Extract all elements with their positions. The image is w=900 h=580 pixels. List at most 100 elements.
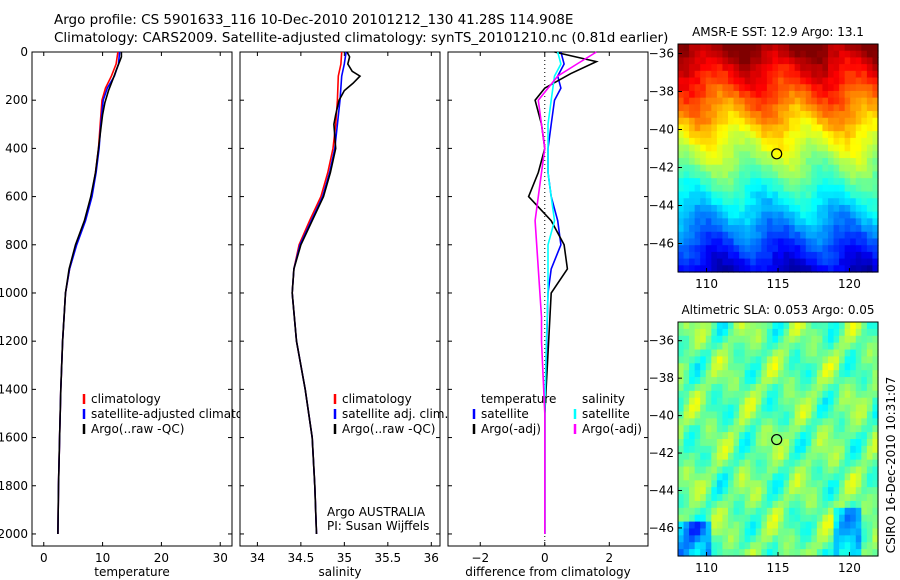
map-cell bbox=[728, 245, 735, 253]
map-cell bbox=[755, 377, 762, 385]
map-cell bbox=[816, 507, 824, 516]
map-cell bbox=[789, 164, 796, 173]
map-cell bbox=[750, 50, 757, 59]
map-cell bbox=[839, 178, 846, 186]
map-cell bbox=[866, 178, 874, 186]
map-cell bbox=[728, 144, 735, 152]
map-cell bbox=[789, 487, 796, 495]
map-cell bbox=[844, 342, 851, 351]
map-cell bbox=[794, 494, 801, 502]
map-cell bbox=[861, 90, 868, 99]
map-cell bbox=[839, 507, 846, 516]
map-cell bbox=[678, 117, 685, 126]
map-cell bbox=[811, 258, 818, 266]
map-cell bbox=[711, 528, 718, 536]
map-cell bbox=[761, 117, 768, 126]
map-cell bbox=[822, 184, 829, 193]
map-cell bbox=[733, 44, 740, 52]
map-cell bbox=[761, 131, 768, 139]
map-cell bbox=[861, 473, 868, 481]
map-cell bbox=[761, 158, 768, 166]
map-cell bbox=[800, 171, 807, 179]
map-cell bbox=[711, 459, 718, 468]
map-cell bbox=[783, 370, 790, 378]
map-cell bbox=[755, 542, 762, 550]
map-cell bbox=[705, 245, 712, 253]
map-cell bbox=[844, 104, 851, 112]
map-cell bbox=[739, 549, 746, 557]
map-cell bbox=[755, 104, 762, 112]
map-cell bbox=[722, 245, 729, 253]
map-cell bbox=[861, 342, 868, 351]
map-cell bbox=[872, 178, 879, 186]
map-cell bbox=[705, 124, 712, 132]
map-cell bbox=[789, 335, 796, 344]
map-cell bbox=[839, 151, 846, 159]
map-cell bbox=[844, 507, 851, 516]
map-cell bbox=[694, 418, 701, 426]
map-cell bbox=[866, 432, 874, 440]
map-cell bbox=[678, 44, 685, 52]
map-cell bbox=[805, 238, 812, 246]
map-cell bbox=[728, 211, 735, 219]
map-cell bbox=[705, 432, 712, 440]
map-cell bbox=[689, 328, 696, 337]
map-cell bbox=[844, 77, 851, 85]
map-cell bbox=[811, 265, 818, 273]
map-cell bbox=[844, 151, 851, 159]
map-cell bbox=[822, 124, 829, 132]
map-cell bbox=[805, 411, 812, 419]
map-cell bbox=[855, 97, 862, 105]
map-cell bbox=[728, 404, 735, 413]
title-line-2: Climatology: CARS2009. Satellite-adjuste… bbox=[54, 30, 669, 46]
map-cell bbox=[750, 445, 757, 454]
map-cell bbox=[689, 542, 696, 550]
map-cell bbox=[783, 342, 790, 351]
map-cell bbox=[728, 342, 735, 351]
map-cell bbox=[828, 178, 835, 186]
map-cell bbox=[783, 225, 790, 233]
legend-entry: Argo(..raw -QC) bbox=[342, 422, 435, 436]
map-cell bbox=[794, 231, 801, 240]
map-cell bbox=[839, 445, 846, 454]
map-cell bbox=[733, 144, 740, 152]
map-cell bbox=[822, 521, 829, 530]
map-cell bbox=[783, 44, 790, 52]
map-cell bbox=[789, 245, 796, 253]
map-cell bbox=[822, 191, 829, 199]
map-cell bbox=[700, 198, 707, 206]
x-tick-label: 35.5 bbox=[374, 551, 401, 565]
map-cell bbox=[722, 459, 729, 468]
map-cell bbox=[739, 425, 746, 433]
map-cell bbox=[844, 50, 851, 59]
map-cell bbox=[722, 137, 729, 146]
map-cell bbox=[844, 494, 851, 502]
map-cell bbox=[805, 439, 812, 447]
map-cell bbox=[811, 549, 818, 557]
map-cell bbox=[816, 500, 824, 509]
map-cell bbox=[750, 514, 757, 523]
map-cell bbox=[750, 191, 757, 199]
map-cell bbox=[722, 377, 729, 385]
map-cell bbox=[683, 131, 690, 139]
map-cell bbox=[716, 425, 724, 433]
map-cell bbox=[700, 535, 707, 543]
map-cell bbox=[700, 164, 707, 173]
map-cell bbox=[766, 542, 774, 550]
map-cell bbox=[844, 356, 851, 364]
map-cell bbox=[844, 549, 851, 557]
map-cell bbox=[728, 44, 735, 52]
map-cell bbox=[778, 251, 785, 260]
map-cell bbox=[800, 514, 807, 523]
map-cell bbox=[833, 84, 840, 92]
map-cell bbox=[694, 218, 701, 226]
map-cell bbox=[872, 238, 879, 246]
map-cell bbox=[750, 218, 757, 226]
map-cell bbox=[855, 418, 862, 426]
map-cell bbox=[872, 211, 879, 219]
map-cell bbox=[811, 151, 818, 159]
map-cell bbox=[844, 452, 851, 461]
map-cell bbox=[766, 64, 774, 72]
map-cell bbox=[794, 111, 801, 119]
map-cell bbox=[761, 445, 768, 454]
